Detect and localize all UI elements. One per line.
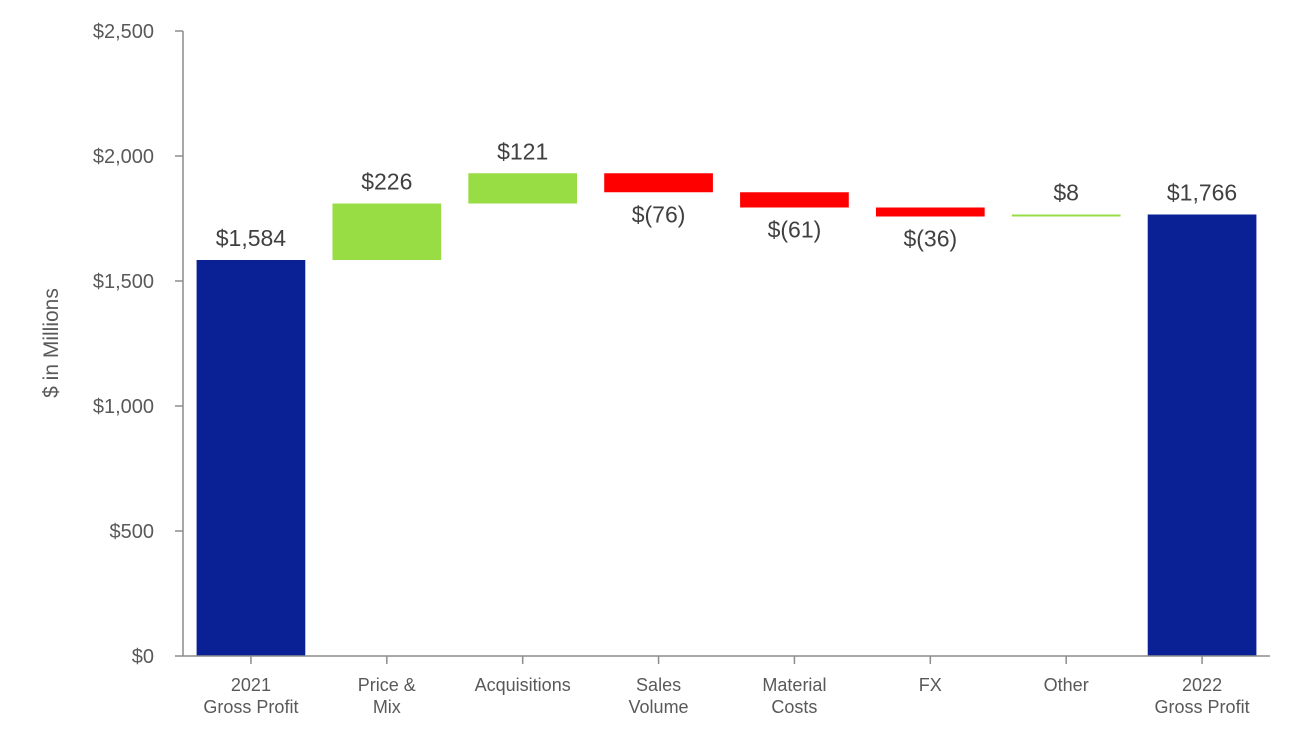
- y-tick-label: $2,000: [93, 146, 154, 168]
- data-label-3: $(76): [632, 201, 686, 227]
- bar-4: [740, 192, 849, 208]
- y-tick-label: $1,500: [93, 271, 154, 293]
- data-label-7: $1,766: [1167, 180, 1237, 206]
- x-axis-labels: 2021 Gross Profit Price & Mix Acquisitions Sa…: [203, 656, 1250, 717]
- data-label-0: $1,584: [216, 225, 287, 251]
- category-label-7: 2022 Gross Profit: [1155, 675, 1250, 717]
- y-tick-label: $500: [110, 521, 155, 543]
- data-label-1: $226: [361, 169, 412, 195]
- y-tick-label: $0: [132, 646, 154, 668]
- bar-1: [332, 203, 442, 260]
- category-label-2: Acquisitions: [475, 675, 571, 695]
- category-label-3: Sales Volume: [629, 675, 689, 717]
- bar-5: [875, 207, 985, 217]
- bar-6: [1011, 214, 1121, 217]
- data-label-4: $(61): [768, 217, 822, 243]
- y-tick-label: $2,500: [93, 21, 154, 43]
- bar-7: [1147, 214, 1257, 656]
- y-axis-ticks: $0 $500 $1,000 $1,500 $2,000 $2,500: [93, 21, 183, 668]
- category-label-4: Material Costs: [762, 675, 826, 717]
- data-labels: $1,584 $226 $121 $(76) $(61) $(36) $8 $1,766: [216, 138, 1237, 251]
- category-label-0: 2021 Gross Profit: [203, 675, 298, 717]
- category-label-1: Price & Mix: [358, 675, 416, 717]
- bar-2: [468, 173, 578, 204]
- y-tick-label: $1,000: [93, 396, 154, 418]
- data-label-2: $121: [497, 138, 548, 164]
- data-label-6: $8: [1053, 180, 1079, 206]
- category-label-5: FX: [919, 675, 942, 695]
- category-label-6: Other: [1044, 675, 1089, 695]
- data-label-5: $(36): [903, 226, 957, 252]
- y-axis-title: $ in Millions: [40, 288, 63, 398]
- bar-0: [196, 260, 306, 656]
- bar-3: [604, 173, 713, 193]
- bars: [196, 173, 1257, 656]
